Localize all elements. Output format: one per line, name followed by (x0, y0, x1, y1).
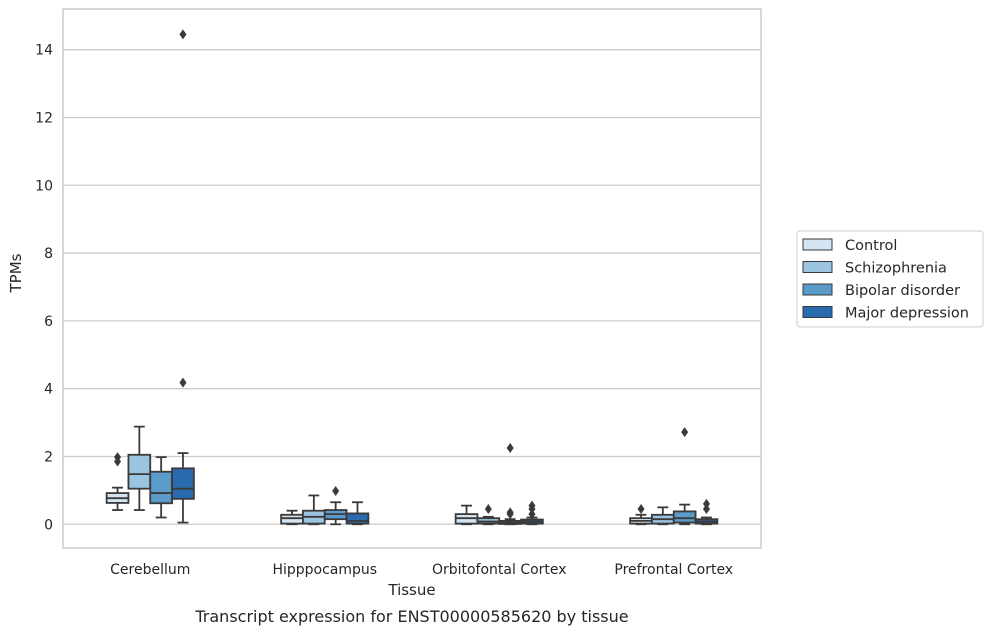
box-iqr (345, 512, 370, 525)
y-tick-label: 14 (35, 43, 53, 59)
box-schizophrenia (127, 425, 152, 511)
plot-frame (62, 8, 762, 549)
outlier-point (332, 486, 340, 497)
box-bipolar-disorder (498, 442, 522, 526)
outlier-point (179, 29, 187, 40)
outlier-point (528, 500, 536, 511)
y-tick-label: 0 (44, 517, 53, 533)
box-iqr (127, 453, 152, 490)
box-iqr (672, 510, 697, 524)
box-control (454, 504, 479, 526)
y-tick-label: 6 (44, 314, 53, 330)
legend: Control Schizophrenia Bipolar disorder Majo… (796, 230, 984, 328)
box-bipolar-disorder (323, 486, 348, 526)
y-tick-labels: 0 2 4 6 8 10 12 14 (35, 43, 53, 534)
outlier-point (179, 377, 187, 388)
x-axis-label: Tissue (387, 581, 435, 599)
box-control (280, 509, 304, 526)
box-major-depression (345, 501, 370, 526)
outlier-point (528, 509, 536, 520)
box-iqr (171, 467, 195, 500)
box-schizophrenia (302, 494, 326, 526)
box-iqr (280, 513, 304, 525)
legend-swatch (802, 261, 833, 273)
outlier-point (506, 442, 514, 453)
legend-label: Schizophrenia (845, 261, 947, 277)
legend-label: Control (845, 238, 897, 254)
outlier-point (484, 504, 492, 515)
x-tick-labels: Cerebellum Hipppocampus Orbitofontal Corte… (110, 562, 733, 578)
y-gridlines (63, 49, 761, 525)
box-major-depression (694, 498, 719, 526)
box-major-depression (520, 500, 544, 526)
legend-swatch (802, 306, 833, 318)
y-tick-label: 8 (44, 246, 53, 262)
y-tick-label: 10 (35, 178, 53, 194)
x-tick-label: Cerebellum (110, 562, 190, 578)
box-bipolar-disorder (149, 456, 173, 519)
legend-label: Major depression (845, 306, 969, 322)
y-axis-label: TPMs (7, 253, 25, 293)
box-bipolar-disorder (672, 427, 697, 526)
legend-swatch (802, 238, 833, 251)
legend-label: Bipolar disorder (845, 283, 960, 299)
outlier-point (506, 507, 514, 518)
outlier-point (114, 452, 122, 463)
outlier-point (637, 504, 645, 515)
y-tick-label: 12 (35, 110, 53, 126)
x-tick-label: Prefrontal Cortex (614, 562, 733, 578)
outlier-point (681, 427, 689, 438)
box-iqr (149, 470, 173, 505)
outlier-point (702, 504, 710, 515)
legend-frame (796, 230, 984, 328)
legend-swatch (802, 283, 833, 296)
box-schizophrenia (651, 506, 675, 526)
box-series (105, 29, 719, 526)
y-tick-label: 2 (44, 449, 53, 465)
box-schizophrenia (476, 504, 501, 526)
chart-caption: Transcript expression for ENST0000058562… (194, 607, 628, 626)
box-control (629, 504, 653, 526)
box-control (105, 452, 130, 511)
y-tick-label: 4 (44, 382, 53, 398)
box-major-depression (171, 29, 195, 524)
outlier-point (702, 498, 710, 509)
x-tick-label: Hipppocampus (272, 562, 377, 578)
x-tick-label: Orbitofontal Cortex (432, 562, 567, 578)
